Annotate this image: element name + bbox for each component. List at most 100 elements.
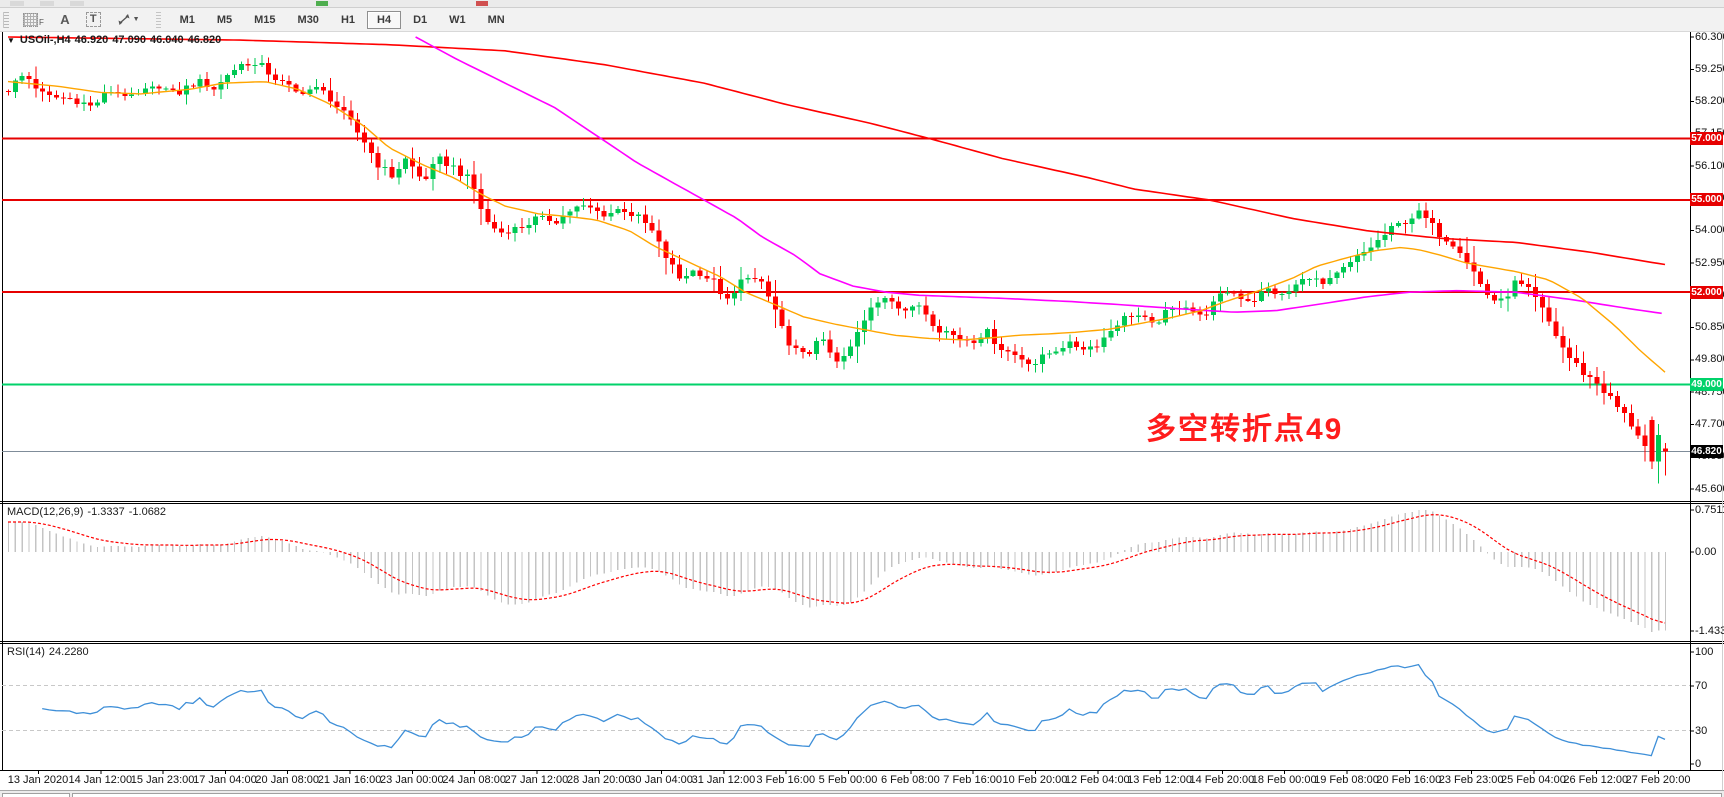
price-tick-label: 56.100 [1695, 159, 1724, 172]
rsi-name: RSI(14) [7, 646, 45, 658]
macd-scale-label: 0.00 [1695, 545, 1717, 558]
price-level-label: 55.000 [1690, 193, 1723, 207]
diagonal-arrows-icon [118, 14, 130, 25]
price-level-label: 49.000 [1690, 377, 1723, 391]
candles-layer [6, 54, 1668, 484]
macd-scale-label: 0.7511 [1695, 503, 1724, 516]
rsi-line [42, 663, 1666, 757]
price-level-label: 52.000 [1690, 285, 1723, 299]
date-tick-label: 27 Jan 12:00 [504, 774, 569, 786]
status-cell [2, 793, 70, 797]
timeframe-button-h1[interactable]: H1 [331, 11, 365, 29]
toolbar-separator [155, 11, 161, 28]
rsi-indicator-label: RSI(14) 24.2280 [7, 646, 93, 658]
cropped-button [70, 1, 84, 6]
timeframe-button-m5[interactable]: M5 [207, 11, 242, 29]
date-tick-label: 24 Jan 08:00 [442, 774, 506, 786]
timeframe-button-h4[interactable]: H4 [367, 10, 402, 29]
arrows-tool-button[interactable]: ▼ [110, 10, 147, 30]
ohlc-high: 47.090 [112, 34, 146, 46]
rsi-scale-label: 30 [1695, 724, 1708, 737]
date-tick-label: 26 Feb 12:00 [1563, 774, 1629, 786]
date-tick-label: 10 Feb 20:00 [1002, 774, 1068, 786]
pane-borders [0, 31, 1724, 790]
date-tick-label: 19 Feb 08:00 [1314, 774, 1379, 786]
text-box-tool-button[interactable]: T [79, 10, 108, 30]
cropped-button [40, 1, 54, 6]
status-bar [0, 790, 1724, 797]
macd-value-1: -1.3337 [87, 506, 125, 518]
rsi-value: 24.2280 [48, 646, 89, 658]
price-tick-label: 52.950 [1695, 256, 1724, 269]
timeframe-button-mn[interactable]: MN [478, 11, 515, 29]
rsi-level-lines [2, 685, 1690, 731]
date-tick-label: 17 Jan 04:00 [193, 774, 257, 786]
macd-value-2: -1.0682 [128, 506, 167, 518]
ma-red [7, 36, 1666, 266]
price-tick-label: 59.250 [1695, 62, 1724, 75]
price-tick-label: 54.000 [1695, 224, 1724, 237]
text-label-tool-button[interactable]: A [53, 10, 77, 30]
ohlc-low: 46.040 [149, 34, 184, 46]
date-tick-label: 25 Feb 04:00 [1501, 774, 1566, 786]
date-tick-label: 21 Jan 16:00 [317, 774, 382, 786]
date-tick-label: 20 Jan 08:00 [255, 774, 320, 786]
cropped-button-green [316, 1, 328, 6]
macd-histogram [7, 510, 1667, 633]
date-tick-label: 15 Jan 23:00 [130, 774, 195, 786]
date-tick-label: 3 Feb 16:00 [756, 774, 816, 786]
cropped-button [10, 1, 24, 6]
grid-icon [23, 12, 38, 27]
chevron-down-icon: ▼ [132, 16, 140, 23]
price-level-lines [2, 137, 1690, 452]
date-ticks [38, 771, 1660, 774]
rsi-scale-label: 70 [1695, 679, 1708, 692]
chart-title: ▼ USOil-,H4 46.920 47.090 46.040 46.820 [7, 34, 225, 46]
price-level-label: 46.820 [1690, 444, 1723, 458]
ma-orange [7, 80, 1666, 373]
timeframe-button-m30[interactable]: M30 [288, 11, 329, 29]
crosshair-grid-tool-button[interactable]: F [16, 10, 51, 30]
price-tick-label: 60.300 [1695, 30, 1724, 43]
date-tick-label: 14 Feb 20:00 [1189, 774, 1255, 786]
timeframe-button-w1[interactable]: W1 [439, 11, 476, 29]
macd-signal-line [8, 514, 1666, 624]
timeframe-button-group: M1 M5 M15 M30 H1 H4 D1 W1 MN [169, 10, 516, 29]
price-tick-label: 47.700 [1695, 417, 1724, 430]
date-tick-label: 23 Feb 23:00 [1438, 774, 1504, 786]
symbol-dropdown-icon[interactable]: ▼ [7, 36, 15, 45]
price-tick-label: 49.800 [1695, 353, 1724, 366]
date-tick-label: 13 Feb 12:00 [1127, 774, 1192, 786]
timeframe-button-d1[interactable]: D1 [403, 11, 437, 29]
rsi-scale-label: 100 [1695, 645, 1714, 658]
grid-f-label: F [39, 18, 44, 27]
date-tick-label: 18 Feb 00:00 [1251, 774, 1317, 786]
timeframe-button-m1[interactable]: M1 [170, 11, 205, 29]
date-tick-label: 6 Feb 08:00 [880, 774, 940, 786]
price-level-label: 57.000 [1690, 131, 1723, 145]
price-tick-label: 50.850 [1695, 321, 1724, 334]
date-tick-label: 20 Feb 16:00 [1376, 774, 1442, 786]
date-tick-label: 5 Feb 00:00 [818, 774, 878, 786]
ohlc-open: 46.920 [74, 34, 109, 46]
macd-indicator-label: MACD(12,26,9) -1.3337 -1.0682 [7, 506, 170, 518]
letter-t-icon: T [85, 12, 101, 27]
date-tick-label: 13 Jan 2020 [7, 774, 69, 786]
macd-name: MACD(12,26,9) [7, 506, 84, 518]
date-tick-label: 12 Feb 04:00 [1064, 774, 1130, 786]
date-tick-label: 23 Jan 00:00 [380, 774, 444, 786]
moving-averages-layer [7, 36, 1666, 373]
status-cell [72, 793, 1722, 797]
ohlc-close: 46.820 [187, 34, 222, 46]
ma-magenta [415, 36, 1662, 315]
price-tick-label: 58.200 [1695, 95, 1724, 108]
toolbar-grip[interactable] [3, 11, 9, 28]
symbol-timeframe-label: USOil-,H4 [19, 34, 71, 46]
date-tick-label: 31 Jan 12:00 [691, 774, 756, 786]
price-tick-label: 45.600 [1695, 482, 1724, 495]
timeframe-button-m15[interactable]: M15 [244, 11, 285, 29]
date-tick-label: 28 Jan 20:00 [566, 774, 631, 786]
macd-scale-label: -1.433 [1695, 624, 1724, 637]
